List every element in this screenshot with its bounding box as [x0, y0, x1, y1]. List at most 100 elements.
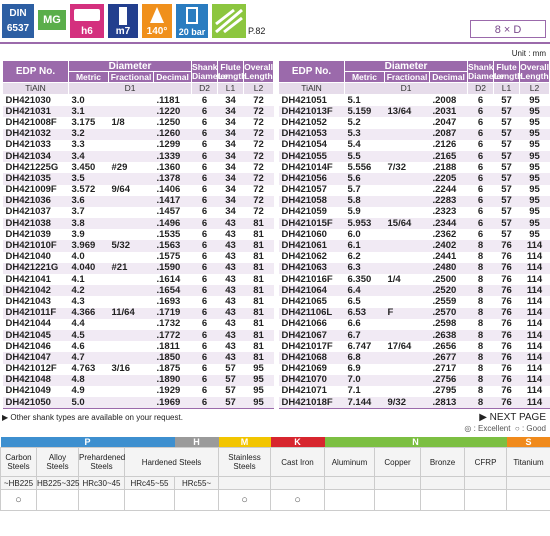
- metric: 3.175: [71, 117, 96, 128]
- metric: 5.953: [344, 218, 385, 230]
- shank-header: Shank Diameter: [191, 60, 229, 83]
- metric: 5.9: [347, 206, 361, 218]
- coolant-badge: 20 bar: [176, 4, 208, 38]
- decimal: .2087: [429, 128, 468, 140]
- overall-length: 72: [253, 139, 264, 151]
- row: DH421041 4.1 .1614 6 43 81: [3, 274, 274, 285]
- flute-length: 43: [225, 251, 236, 263]
- page-ref[interactable]: P.82: [248, 26, 266, 36]
- decimal: .1220: [153, 106, 192, 118]
- shank-diameter: 6: [477, 184, 484, 196]
- metric: 3.4: [68, 150, 109, 163]
- decimal: .1406: [156, 184, 181, 196]
- fractional: [108, 374, 154, 386]
- shank-diameter: 6: [467, 150, 494, 163]
- overall-length: 114: [519, 374, 550, 386]
- decimal: .1850: [153, 352, 192, 364]
- hardness: [464, 476, 508, 490]
- fractional: [384, 240, 430, 252]
- metric: 5.0: [68, 397, 109, 410]
- metric: 4.763: [71, 363, 96, 375]
- overall-length: 95: [519, 173, 550, 185]
- metric: 3.8: [68, 218, 109, 230]
- decimal: .1811: [156, 341, 180, 352]
- shank-diameter: 6: [201, 318, 208, 330]
- fractional: [385, 117, 430, 128]
- fractional: [385, 296, 430, 307]
- shank-diameter: 6: [191, 240, 218, 252]
- edp-no: DH421058: [278, 195, 345, 207]
- flute-length: 76: [501, 318, 512, 330]
- metric: 3.3: [71, 139, 85, 151]
- flute-length: 57: [501, 117, 512, 128]
- group-code: K: [270, 437, 325, 448]
- fractional: [108, 106, 154, 118]
- fractional: 9/64: [111, 184, 131, 196]
- shank-diameter: 6: [201, 229, 208, 240]
- row: DH421064 6.4 .2520 8 76 114: [278, 285, 550, 297]
- rating-row: ○ ○ ○: [0, 489, 550, 511]
- spec-table: EDP No. Diameter Shank Diameter Flute Lengt…: [278, 60, 550, 410]
- row: DH421018F 7.144 9/32.2813 8 76 114: [278, 397, 550, 410]
- l1-header: L1: [493, 82, 521, 95]
- overall-length: 81: [243, 285, 274, 297]
- fractional: 3/16: [111, 363, 131, 375]
- din-badge: DIN 6537: [2, 4, 34, 38]
- next-page[interactable]: ▶ NEXT PAGE: [479, 412, 546, 423]
- overall-length: 81: [253, 341, 264, 352]
- overall-length: 95: [519, 218, 550, 230]
- material-name: CFRP: [464, 447, 508, 477]
- shank-diameter: 6: [191, 374, 218, 386]
- shank-diameter: 6: [201, 341, 208, 352]
- decimal: .1250: [156, 117, 181, 128]
- shank-diameter: 6: [467, 173, 494, 185]
- fractional-header: Fractional: [108, 71, 154, 83]
- metric: 5.8: [344, 195, 385, 207]
- flute-length: 34: [217, 128, 244, 140]
- row: DH421062 6.2 .2441 8 76 114: [279, 252, 550, 263]
- edp-no: DH421066: [281, 318, 327, 330]
- edp-no: DH421054: [281, 139, 327, 151]
- row: DH421065 6.5 .2559 8 76 114: [279, 296, 550, 307]
- metric: 4.3: [71, 296, 85, 307]
- fractional: [109, 341, 154, 352]
- table-body: DH421051 5.1.2008 6 57 95 DH421013F 5.159 13/64…: [278, 94, 550, 410]
- overall-length: 72: [253, 184, 264, 196]
- overall-length: 95: [529, 94, 540, 106]
- flute-length: 57: [217, 374, 244, 386]
- overall-length: 81: [243, 329, 274, 342]
- fractional: 11/64: [108, 307, 154, 319]
- overall-header: Overall Length: [519, 60, 550, 83]
- flute-length: 76: [493, 374, 520, 386]
- shank-diameter: 8: [477, 341, 484, 352]
- fractional: #29: [111, 162, 128, 173]
- decimal: .2244: [432, 184, 457, 196]
- shank-diameter: 6: [191, 218, 218, 230]
- material-name: Titanium: [506, 447, 550, 477]
- table-body: DH421030 3.0.1181 6 34 72 DH421031 3.1.1220 6 34…: [2, 95, 274, 410]
- edp-no: DH421106L: [278, 307, 345, 319]
- flute-length: 43: [217, 218, 244, 230]
- fractional: [109, 319, 154, 330]
- coating-header: TiAlN: [278, 82, 345, 95]
- d2-header: D2: [191, 82, 219, 95]
- flute-length: 76: [501, 274, 512, 285]
- decimal: .2559: [432, 296, 457, 307]
- overall-length: 114: [526, 318, 543, 330]
- decimal-header: Decimal: [152, 71, 193, 83]
- row: DH421010F 3.969 5/32.1563 6 43 81: [2, 240, 274, 252]
- flute-length: 34: [217, 150, 244, 163]
- edp-no: DH421056: [278, 173, 345, 185]
- overall-length: 81: [253, 229, 264, 240]
- row: DH421106L 6.53 F .2570 8 76 114: [278, 307, 550, 319]
- fractional: [108, 352, 154, 364]
- metric: 6.4: [344, 285, 385, 297]
- shank-diameter: 8: [467, 307, 494, 319]
- flute-length: 43: [217, 307, 244, 319]
- shank-diameter: 6: [201, 274, 208, 285]
- edp-no: DH421068: [278, 352, 345, 364]
- shank-badge: h6: [70, 4, 104, 38]
- edp-no: DH421045: [2, 329, 69, 342]
- metric: 6.5: [347, 296, 361, 307]
- fractional: [384, 285, 430, 297]
